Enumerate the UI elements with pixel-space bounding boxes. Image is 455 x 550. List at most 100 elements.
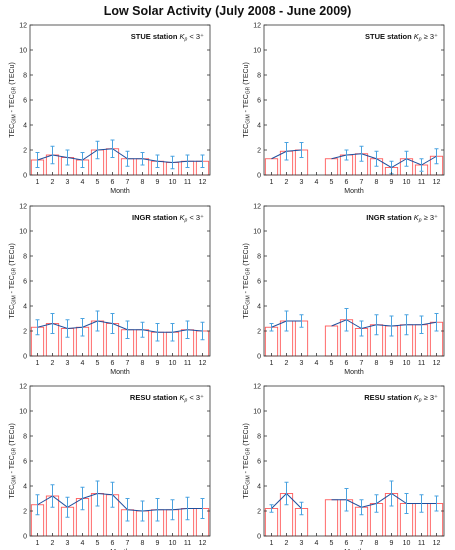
y-tick-label: 4: [257, 123, 261, 130]
series-line: [331, 153, 437, 169]
y-tick-label: 10: [19, 229, 27, 236]
y-tick-label: 2: [257, 509, 261, 516]
bar: [324, 499, 339, 537]
x-tick-label: 11: [184, 360, 191, 367]
x-tick-label: 2: [51, 179, 55, 186]
x-tick-label: 10: [169, 540, 177, 547]
x-tick-label: 1: [36, 540, 40, 547]
y-tick-label: 6: [23, 459, 27, 466]
x-tick-label: 11: [418, 179, 425, 186]
x-tick-label: 7: [360, 540, 364, 547]
series-line: [331, 319, 437, 330]
x-tick-label: 7: [360, 179, 364, 186]
y-tick-label: 8: [23, 73, 27, 80]
x-tick-label: 6: [345, 540, 349, 547]
series-line: [37, 148, 203, 164]
y-tick-label: 0: [23, 354, 27, 361]
y-tick-label: 0: [23, 173, 27, 180]
x-tick-label: 5: [96, 540, 100, 547]
x-tick-label: 1: [36, 360, 40, 367]
x-tick-label: 6: [111, 179, 115, 186]
x-tick-label: 8: [375, 179, 379, 186]
y-tick-label: 8: [257, 434, 261, 441]
y-tick-label: 4: [257, 304, 261, 311]
y-tick-label: 6: [257, 279, 261, 286]
station-label: RESU station Kp < 3⁺: [130, 393, 204, 404]
x-tick-label: 2: [51, 360, 55, 367]
x-axis-label: Month: [344, 188, 364, 195]
plot-frame: [29, 205, 211, 357]
x-tick-label: 8: [141, 360, 145, 367]
x-tick-label: 4: [81, 540, 85, 547]
figure-title: Low Solar Activity (July 2008 - June 200…: [103, 4, 352, 18]
x-tick-label: 7: [126, 179, 130, 186]
station-label: STUE station Kp < 3⁺: [131, 32, 204, 43]
series-line: [331, 492, 437, 508]
y-tick-label: 0: [23, 534, 27, 541]
x-tick-label: 2: [285, 540, 289, 547]
x-tick-label: 6: [345, 360, 349, 367]
x-axis-label: Month: [344, 369, 364, 376]
x-tick-label: 7: [126, 360, 130, 367]
y-tick-label: 4: [23, 123, 27, 130]
x-tick-label: 9: [390, 540, 394, 547]
y-tick-label: 4: [23, 484, 27, 491]
x-tick-label: 10: [403, 360, 411, 367]
y-axis-label: TECGIM - TECGR (TECu): [9, 62, 18, 138]
station-label: INGR station Kp < 3⁺: [132, 213, 204, 224]
y-tick-label: 10: [253, 409, 261, 416]
y-tick-label: 0: [257, 173, 261, 180]
x-tick-label: 1: [270, 540, 274, 547]
x-tick-label: 3: [300, 540, 304, 547]
x-tick-label: 11: [418, 540, 425, 547]
station-label: STUE station Kp ≥ 3⁺: [365, 32, 438, 43]
y-tick-label: 2: [257, 329, 261, 336]
y-tick-label: 12: [253, 23, 261, 30]
y-axis-label: TECGIM - TECGR (TECu): [243, 243, 252, 319]
x-tick-label: 9: [390, 179, 394, 186]
x-tick-label: 11: [418, 360, 425, 367]
y-axis-label: TECGIM - TECGR (TECu): [9, 243, 18, 319]
y-tick-label: 12: [19, 204, 27, 211]
x-tick-label: 5: [96, 360, 100, 367]
x-tick-label: 10: [403, 540, 411, 547]
x-tick-label: 12: [433, 179, 441, 186]
y-tick-label: 2: [23, 509, 27, 516]
y-tick-label: 8: [23, 254, 27, 261]
x-tick-label: 11: [184, 179, 191, 186]
x-tick-label: 9: [156, 360, 160, 367]
x-axis-label: Month: [110, 369, 130, 376]
y-tick-label: 8: [257, 254, 261, 261]
x-tick-label: 5: [330, 540, 334, 547]
x-tick-label: 12: [199, 360, 207, 367]
y-tick-label: 8: [23, 434, 27, 441]
y-tick-label: 10: [19, 409, 27, 416]
x-tick-label: 10: [169, 360, 177, 367]
y-tick-label: 6: [23, 98, 27, 105]
x-tick-label: 4: [81, 360, 85, 367]
y-tick-label: 6: [257, 459, 261, 466]
plot-frame: [263, 385, 445, 537]
y-tick-label: 4: [23, 304, 27, 311]
x-tick-label: 11: [184, 540, 191, 547]
y-tick-label: 10: [253, 229, 261, 236]
y-tick-label: 6: [257, 98, 261, 105]
x-tick-label: 8: [141, 179, 145, 186]
x-tick-label: 3: [300, 179, 304, 186]
x-tick-label: 6: [345, 179, 349, 186]
x-tick-label: 12: [433, 360, 441, 367]
x-tick-label: 8: [375, 360, 379, 367]
x-tick-label: 4: [315, 360, 319, 367]
y-tick-label: 12: [19, 384, 27, 391]
y-tick-label: 2: [23, 329, 27, 336]
y-tick-label: 0: [257, 354, 261, 361]
bar: [264, 326, 279, 357]
station-label: INGR station Kp ≥ 3⁺: [366, 213, 438, 224]
x-tick-label: 7: [126, 540, 130, 547]
x-tick-label: 6: [111, 540, 115, 547]
x-tick-label: 8: [375, 540, 379, 547]
y-tick-label: 2: [257, 148, 261, 155]
